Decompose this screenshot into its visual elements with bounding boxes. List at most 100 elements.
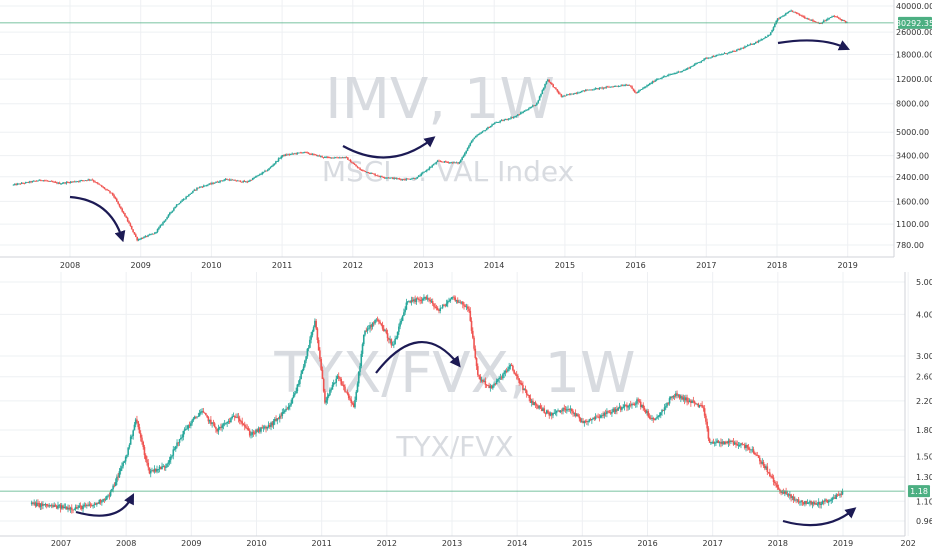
- candle-body: [435, 161, 438, 164]
- candle-body: [334, 382, 336, 384]
- candle-body: [633, 90, 636, 93]
- candle-body: [725, 441, 727, 443]
- candle-body: [775, 483, 777, 485]
- candle-body: [421, 172, 424, 174]
- candle-body: [825, 499, 828, 501]
- candle-body: [349, 398, 351, 400]
- candle-body: [707, 57, 710, 59]
- candle-body: [39, 503, 42, 507]
- candle-body: [256, 429, 259, 432]
- candle-body: [666, 75, 669, 77]
- candle-body: [663, 76, 666, 78]
- candle-body: [500, 120, 503, 122]
- candle-body: [344, 386, 346, 392]
- candle-body: [182, 198, 185, 201]
- candle-body: [347, 157, 349, 160]
- candle-body: [37, 180, 39, 182]
- candle-body: [718, 54, 720, 56]
- candle-body: [89, 504, 92, 506]
- candle-body: [393, 344, 395, 346]
- candle-body: [602, 415, 604, 416]
- candle-body: [370, 173, 372, 174]
- candle-body: [287, 406, 290, 409]
- candle-body: [586, 421, 588, 422]
- candle-body: [459, 160, 462, 163]
- candle-body: [396, 178, 398, 180]
- candle-body: [177, 204, 179, 206]
- candle-body: [276, 418, 279, 421]
- candle-body: [790, 10, 792, 12]
- candle-body: [767, 35, 769, 37]
- candle-body: [235, 180, 238, 182]
- candle-body: [375, 175, 378, 177]
- candle-body: [780, 491, 782, 493]
- candle-body: [713, 442, 716, 444]
- candle-body: [315, 154, 318, 157]
- candle-body: [350, 399, 353, 403]
- candle-body: [563, 95, 565, 97]
- x-tick-label: 2013: [442, 539, 462, 548]
- candle-body: [304, 151, 307, 153]
- candle-body: [63, 507, 66, 509]
- candle-body: [499, 120, 501, 123]
- candle-body: [533, 105, 535, 107]
- candle-body: [287, 154, 289, 156]
- candle-body: [256, 175, 258, 177]
- candle-body: [792, 496, 795, 501]
- candle-body: [591, 89, 594, 91]
- candle-body: [62, 505, 64, 509]
- candle-body: [678, 394, 681, 399]
- candle-body: [171, 455, 173, 457]
- candle-body: [808, 18, 810, 20]
- candle-body: [702, 407, 705, 409]
- candle-body: [822, 20, 825, 23]
- candle-body: [617, 85, 620, 87]
- candle-body: [320, 358, 322, 370]
- candle-body: [299, 379, 301, 384]
- candle-body: [504, 119, 507, 120]
- candle-body: [436, 160, 439, 162]
- candle-body: [239, 180, 242, 182]
- candle-body: [71, 181, 73, 183]
- candle-body: [213, 182, 216, 184]
- candle-body: [345, 156, 348, 158]
- candle-body: [593, 89, 595, 91]
- candle-body: [814, 503, 816, 505]
- candle-body: [337, 376, 340, 378]
- candle-body: [757, 455, 760, 458]
- candle-body: [640, 88, 643, 90]
- candle-body: [483, 380, 485, 382]
- candle-body: [310, 153, 312, 155]
- candle-body: [712, 441, 715, 444]
- candle-body: [811, 501, 814, 505]
- candle-body: [359, 168, 361, 170]
- candle-body: [172, 449, 175, 456]
- candle-body: [190, 192, 193, 194]
- candle-body: [613, 86, 616, 87]
- candle-body: [347, 393, 350, 399]
- candle-body: [576, 92, 579, 94]
- candle-body: [67, 182, 69, 183]
- candle-body: [58, 504, 61, 506]
- candle-body: [738, 444, 741, 446]
- candle-body: [727, 52, 730, 54]
- candle-body: [693, 64, 696, 66]
- candle-body: [443, 304, 445, 306]
- candle-body: [163, 466, 166, 468]
- candle-body: [707, 428, 710, 439]
- candle-body: [247, 181, 250, 182]
- candle-body: [597, 88, 599, 90]
- candle-body: [564, 95, 567, 97]
- candle-body: [237, 416, 240, 419]
- candle-body: [96, 182, 99, 184]
- candle-body: [330, 157, 333, 159]
- candle-body: [205, 413, 207, 416]
- candle-body: [439, 308, 442, 311]
- candle-body: [33, 180, 35, 182]
- candle-body: [40, 503, 43, 506]
- x-tick-label: 2019: [833, 539, 853, 548]
- candle-body: [307, 347, 310, 349]
- candle-body: [322, 157, 325, 159]
- candle-body: [409, 301, 411, 303]
- candle-body: [289, 405, 291, 407]
